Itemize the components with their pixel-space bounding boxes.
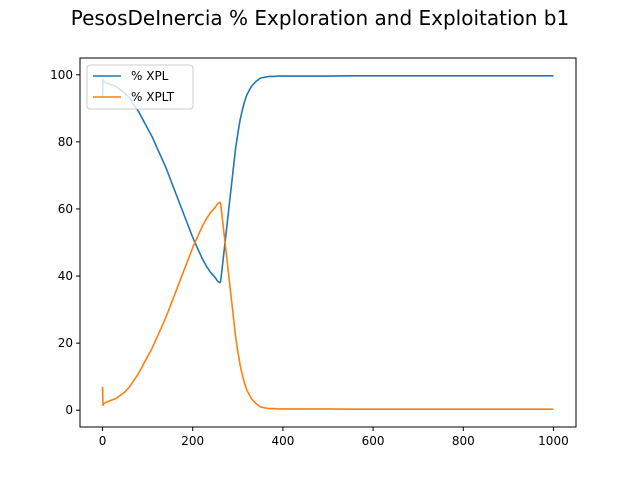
plot-frame [79,57,577,428]
legend-label-xplt: % XPLT [131,90,175,104]
y-tick-label: 100 [50,68,73,82]
y-tick-label: 80 [58,135,73,149]
x-tick-label: 1000 [538,434,569,448]
y-tick-label: 20 [58,336,73,350]
x-tick-label: 400 [271,434,294,448]
x-tick-label: 0 [99,434,107,448]
series-line-1 [101,201,554,411]
legend: % XPL % XPLT [86,64,194,110]
x-tick-label: 800 [452,434,475,448]
y-tick-label: 60 [58,202,73,216]
y-tick-label: 0 [65,403,73,417]
legend-label-xpl: % XPL [131,69,169,83]
chart-title: PesosDeInercia % Exploration and Exploit… [70,6,570,30]
x-tick-label: 200 [181,434,204,448]
y-tick-label: 40 [58,269,73,283]
x-tick-label: 600 [362,434,385,448]
plot-lines [101,74,554,411]
y-axis: 0 20 40 60 80 100 [50,68,80,417]
x-axis: 0 200 400 600 800 1000 [99,427,569,448]
